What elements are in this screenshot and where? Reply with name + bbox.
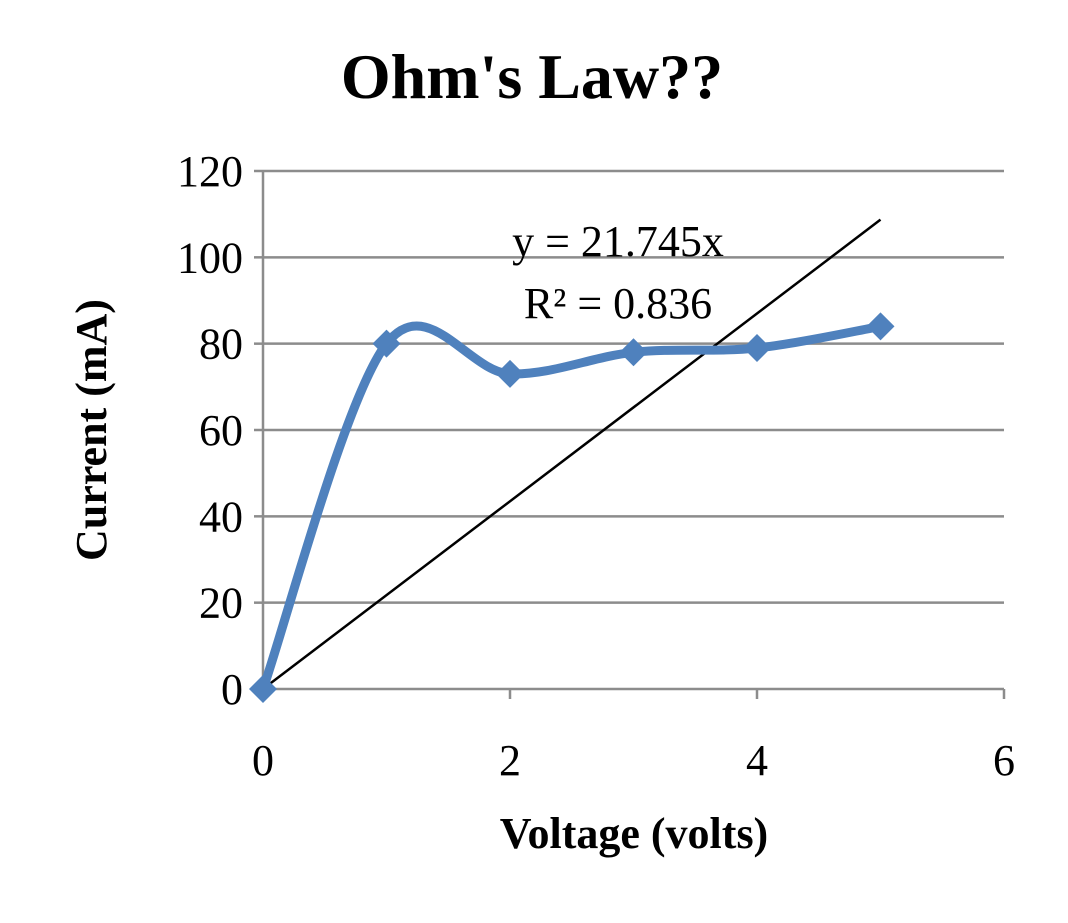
- y-tick-label: 100: [177, 233, 243, 282]
- y-tick-label: 40: [199, 492, 243, 541]
- y-tick-label: 120: [177, 147, 243, 196]
- x-tick-label: 2: [499, 736, 521, 785]
- data-point-marker: [372, 329, 401, 358]
- data-point-marker: [249, 675, 277, 703]
- y-tick-label: 80: [199, 320, 243, 369]
- chart-title: Ohm's Law??: [341, 41, 723, 112]
- axis-layer: [254, 169, 1006, 699]
- trendline: [262, 218, 882, 690]
- data-point-marker: [743, 333, 771, 362]
- y-tick-label: 0: [221, 665, 243, 714]
- x-tick-label: 4: [746, 736, 768, 785]
- text-layer: Ohm's Law?? Voltage (volts) Current (mA)…: [67, 41, 1015, 858]
- series-layer: [249, 312, 895, 703]
- data-point-marker: [866, 312, 895, 341]
- data-point-marker: [496, 359, 524, 388]
- x-tick-label: 6: [993, 736, 1015, 785]
- data-point-marker: [619, 338, 648, 367]
- y-tick-label: 60: [199, 406, 243, 455]
- y-tick-label: 20: [199, 579, 243, 628]
- series-line: [258, 321, 885, 694]
- x-tick-label: 0: [252, 736, 274, 785]
- trendline-equation: y = 21.745x: [512, 217, 724, 266]
- x-axis-title: Voltage (volts): [500, 809, 768, 858]
- trendline-layer: [262, 218, 882, 690]
- trendline-r-squared: R² = 0.836: [524, 279, 712, 328]
- y-axis-title: Current (mA): [67, 299, 116, 561]
